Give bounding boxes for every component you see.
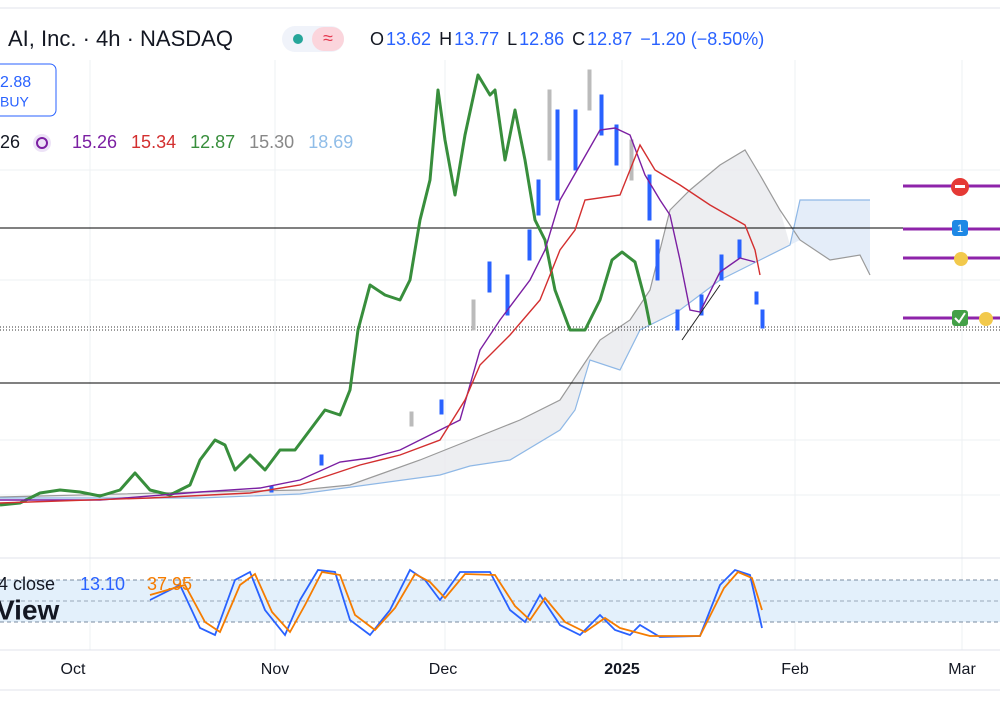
ohlc-key: O [370,29,384,49]
wave-pill[interactable] [312,27,344,51]
ohlc-key: L [507,29,517,49]
span-b [0,199,870,499]
check-icon [952,310,968,326]
ohlc-value: 13.77 [454,29,499,49]
span-a [0,149,871,498]
indicator-value: 15.34 [131,132,176,152]
ohlc-value: 12.86 [519,29,564,49]
money-icon [954,252,968,266]
time-label: Nov [261,661,289,678]
buy-price: 2.88 [0,74,31,91]
osc-k [149,568,763,638]
osc-label: 4 close [0,574,55,594]
time-axis: Oct Nov Dec 2025 Feb Mar [61,661,977,678]
candles [269,69,765,493]
stop-icon-bar [955,185,965,188]
buy-button[interactable] [0,63,57,117]
osc-d-value: 37.95 [147,574,192,594]
buy-label: BUY [0,94,29,110]
wave-icon: ≈ [323,28,333,48]
watermark: View [0,594,60,625]
indicator-value: 15.30 [249,132,294,152]
ohlc-value: 12.87 [587,29,632,49]
conversion-line [0,127,756,501]
indicator-period: 26 [0,132,20,152]
grid [0,60,1000,650]
symbol-title: AI, Inc. · 4h · NASDAQ [8,26,233,51]
osc-d [149,570,763,637]
ohlc-key: C [572,29,585,49]
time-label: 2025 [604,661,640,678]
ohlc-value: 13.62 [386,29,431,49]
cloud [0,150,790,498]
osc-k-value: 13.10 [80,574,125,594]
lagging-line [0,73,652,507]
indicator-value: 15.26 [72,132,117,152]
base-line [0,143,761,504]
alert-badge-text: 1 [957,223,963,235]
time-label: Oct [61,661,86,678]
ohlc: O 13.62 H 13.77 L 12.86 C 12.87 −1.20 (−8.50%) [370,29,764,49]
ohlc-key: H [439,29,452,49]
time-label: Mar [948,661,976,678]
indicator-value: 18.69 [308,132,353,152]
indicator-icon-ring [36,137,48,149]
indicator-value: 12.87 [190,132,235,152]
time-label: Feb [781,661,809,678]
check-mark [954,312,966,324]
time-label: Dec [429,661,457,678]
money-icon [979,312,993,326]
ohlc-change: −1.20 (−8.50%) [640,29,764,49]
indicator-values: 15.26 15.34 12.87 15.30 18.69 [72,132,353,152]
status-dot [293,34,303,44]
alert-badge[interactable] [952,220,968,236]
indicator-icon[interactable] [33,134,51,152]
